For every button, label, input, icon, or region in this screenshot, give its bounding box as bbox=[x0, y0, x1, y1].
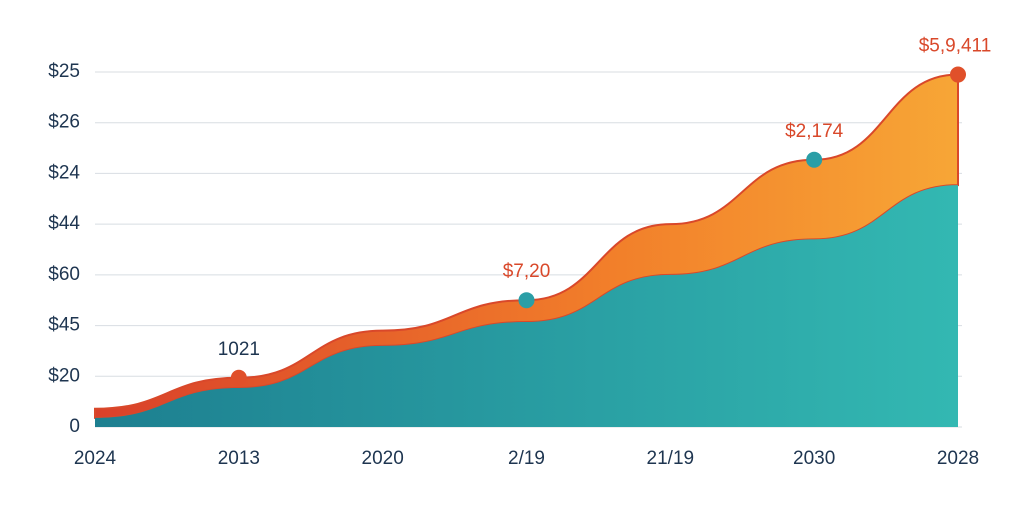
annotation-marker bbox=[806, 151, 823, 168]
annotation-label: $7,20 bbox=[503, 261, 551, 282]
y-tick-label: $26 bbox=[48, 112, 80, 133]
annotation-marker bbox=[518, 292, 535, 309]
annotation-label: $5,9,411 bbox=[919, 36, 992, 57]
y-tick-label: $60 bbox=[48, 264, 80, 285]
x-tick-label: 2024 bbox=[74, 448, 117, 469]
area bbox=[95, 185, 958, 427]
x-tick-label: 21/19 bbox=[647, 448, 695, 469]
y-tick-label: $44 bbox=[48, 213, 80, 234]
y-tick-label: $20 bbox=[48, 365, 80, 386]
y-tick-label: 0 bbox=[69, 416, 80, 437]
annotation-label: $2,174 bbox=[785, 121, 844, 142]
x-tick-label: 2020 bbox=[362, 448, 404, 469]
y-tick-label: $25 bbox=[48, 61, 80, 82]
x-tick-label: 2030 bbox=[793, 448, 835, 469]
annotation-label: 1021 bbox=[218, 339, 260, 360]
annotation-marker bbox=[950, 66, 966, 83]
y-tick-label: $24 bbox=[48, 162, 80, 183]
annotation-marker bbox=[230, 369, 247, 386]
labels: 0 $20 $45 $60 $44 $24 $26 $25 2024 2013 2020 2/19 21… bbox=[48, 36, 991, 469]
x-tick-label: 2013 bbox=[218, 448, 260, 469]
x-tick-label: 2/19 bbox=[508, 448, 545, 469]
x-tick-label: 2028 bbox=[937, 448, 979, 469]
y-tick-label: $45 bbox=[48, 315, 80, 336]
